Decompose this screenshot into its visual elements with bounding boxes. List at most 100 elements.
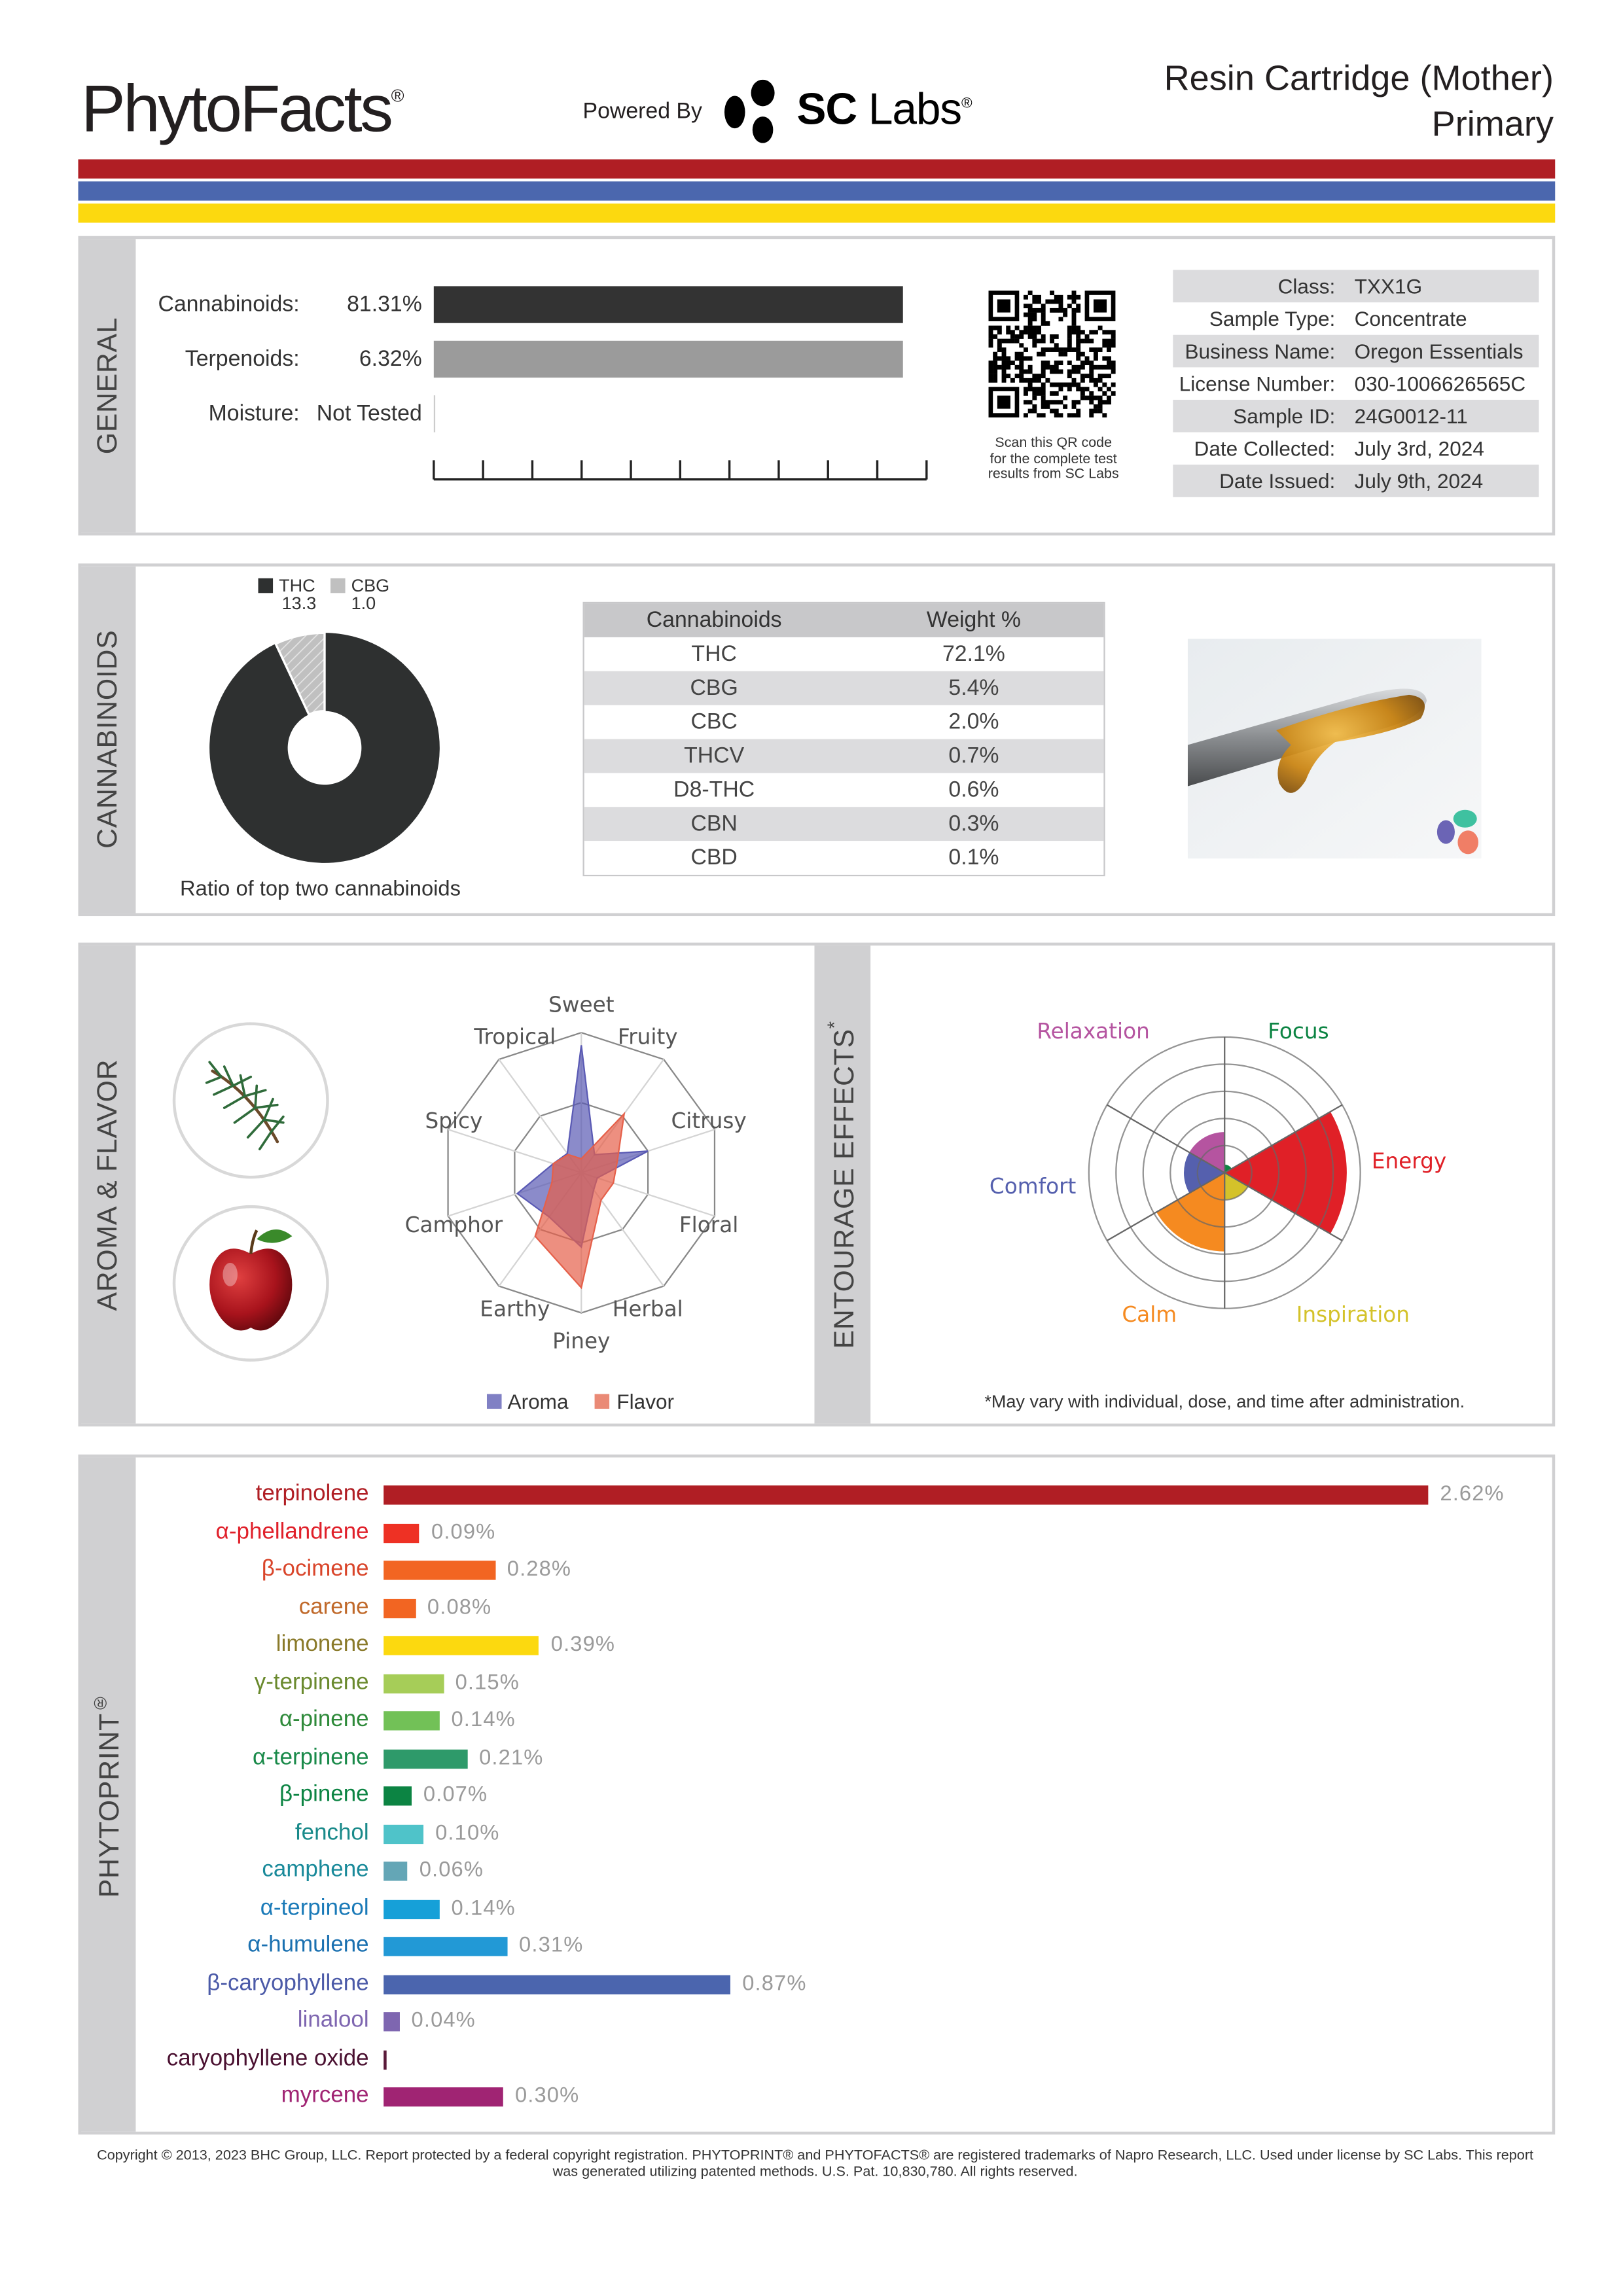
terpene-label: myrcene: [281, 2083, 369, 2108]
info-value: July 3rd, 2024: [1354, 436, 1484, 461]
terpene-label: α-terpinene: [253, 1744, 369, 1770]
table-row: CBN 0.3%: [584, 807, 1104, 841]
table-row: D8-THC 0.6%: [584, 773, 1104, 807]
terpene-label: α-pinene: [279, 1706, 369, 1732]
radar-axis-label: Piney: [552, 1329, 610, 1354]
cannabinoid-name: D8-THC: [673, 777, 755, 803]
phytoprint-section-label: PHYTOPRINT®: [81, 1457, 135, 2131]
column-header-weight: Weight %: [926, 607, 1022, 633]
legend-swatch-flavor: [594, 1394, 610, 1409]
radar-axis-label: Earthy: [480, 1297, 550, 1322]
effect-label-inspiration: Inspiration: [1296, 1302, 1410, 1327]
section-label-text: ENTOURAGE EFFECTS*: [823, 1021, 862, 1349]
cannabinoid-weight: 2.0%: [948, 709, 999, 735]
terpenoids-bar: [433, 340, 903, 378]
terpene-label: terpinolene: [255, 1481, 369, 1506]
terpene-value: 0.14%: [451, 1708, 516, 1732]
radar-axis-label: Tropical: [473, 1025, 556, 1050]
phytoprint-label-text: PHYTOPRINT: [94, 1712, 126, 1898]
yellow-stripe: [78, 203, 1556, 223]
qr-code[interactable]: [988, 291, 1118, 418]
cannabinoid-weight: 0.6%: [948, 777, 999, 803]
cannabinoid-ratio-donut: [209, 631, 440, 863]
terpene-value: 0.08%: [427, 1595, 492, 1619]
terpene-bar: [383, 1711, 440, 1731]
terpene-label: caryophyllene oxide: [166, 2045, 369, 2071]
effect-grid-spoke: [1224, 1172, 1343, 1242]
cannabinoid-name: THCV: [684, 743, 745, 769]
cannabinoid-name: CBC: [690, 709, 738, 735]
terpene-label: camphene: [262, 1857, 369, 1882]
effect-sector-calm: [1156, 1173, 1225, 1252]
cannabinoid-weight: 0.1%: [948, 845, 999, 871]
info-label: Sample ID:: [1233, 404, 1336, 428]
qr-caption-line: results from SC Labs: [988, 466, 1119, 483]
terpene-value: 0.06%: [419, 1858, 484, 1882]
registered-mark: ®: [961, 96, 972, 113]
terpene-value: 0.09%: [431, 1520, 496, 1544]
column-header-cannabinoid: Cannabinoids: [646, 607, 782, 633]
entourage-footnote: *May vary with individual, dose, and tim…: [984, 1390, 1465, 1412]
logo-text: PhytoFacts: [80, 71, 393, 147]
product-title: Resin Cartridge (Mother) Primary: [1164, 56, 1554, 148]
legend-value-cbg: 1.0: [351, 593, 376, 614]
effect-sector-comfort: [1184, 1152, 1225, 1193]
terpene-value: 0.14%: [451, 1896, 516, 1920]
product-name: Resin Cartridge (Mother): [1164, 59, 1554, 99]
legend-label-thc: THC: [279, 575, 315, 596]
sc-labs-logo-icon: [724, 79, 775, 143]
cannabinoids-table: Cannabinoids Weight % THC 72.1% CBG 5.4% CBC…: [582, 601, 1105, 877]
section-label-text: CANNABINOIDS: [92, 630, 124, 849]
product-photo: [1187, 639, 1482, 859]
terpene-value: 0.30%: [514, 2084, 580, 2108]
powered-by-label: Powered By: [582, 99, 702, 124]
effect-label-focus: Focus: [1268, 1019, 1329, 1044]
info-row: Business Name: Oregon Essentials: [1173, 334, 1539, 368]
info-row: Sample Type: Concentrate: [1173, 302, 1539, 335]
product-type: Primary: [1431, 105, 1554, 145]
effect-grid-spoke: [1224, 1104, 1343, 1174]
moisture-value: Not Tested: [316, 401, 422, 427]
terpene-value: 0.87%: [742, 1971, 807, 1996]
table-row: CBC 2.0%: [584, 705, 1104, 739]
terpene-bar: [383, 1636, 539, 1655]
entourage-label-text: ENTOURAGE EFFECTS: [829, 1028, 861, 1349]
radar-axis-label: Floral: [679, 1212, 738, 1237]
terpene-bar: [383, 1899, 440, 1918]
terpene-value: 0.04%: [411, 2009, 476, 2033]
table-row: THC 72.1%: [584, 637, 1104, 671]
legend-value-thc: 13.3: [281, 593, 317, 614]
terpene-value: 0.31%: [519, 1934, 584, 1958]
cannabinoids-label: Cannabinoids:: [158, 292, 300, 317]
registered-mark: ®: [391, 85, 404, 107]
cannabinoid-weight: 0.3%: [948, 811, 999, 837]
terpene-label: β-pinene: [279, 1782, 369, 1807]
table-row: THCV 0.7%: [584, 739, 1104, 773]
section-label-text: PHYTOPRINT®: [90, 1691, 127, 1897]
phytoprint-panel: PHYTOPRINT®: [78, 1454, 1556, 2135]
terpenoids-label: Terpenoids:: [185, 346, 300, 372]
terpene-value: 0.28%: [507, 1557, 572, 1581]
phytofacts-logo: PhytoFacts®: [81, 71, 404, 147]
terpene-label: linalool: [297, 2007, 369, 2033]
effect-label-relaxation: Relaxation: [1037, 1019, 1149, 1044]
sc-labs-logo: SC Labs®: [796, 85, 972, 136]
copyright-footer: Copyright © 2013, 2023 BHC Group, LLC. R…: [81, 2149, 1549, 2180]
labs-text: Labs: [868, 85, 962, 135]
scale-axis: [433, 460, 928, 481]
cannabinoid-weight: 0.7%: [948, 743, 999, 769]
terpene-bar: [383, 1561, 495, 1580]
sc-logo-dot: [1457, 830, 1479, 855]
blue-stripe: [78, 181, 1556, 201]
asterisk: *: [823, 1020, 846, 1029]
legend-label-cbg: CBG: [351, 575, 390, 596]
aroma-flavor-section-label: AROMA & FLAVOR: [81, 945, 135, 1423]
terpene-label: limonene: [276, 1631, 369, 1657]
donut-slice-cbg: [274, 631, 326, 716]
moisture-label: Moisture:: [208, 401, 300, 427]
terpene-label: β-ocimene: [261, 1556, 369, 1581]
terpene-bar: [383, 1673, 444, 1693]
table-row: CBG 5.4%: [584, 671, 1104, 705]
info-value: 030-1006626565C: [1354, 372, 1526, 396]
